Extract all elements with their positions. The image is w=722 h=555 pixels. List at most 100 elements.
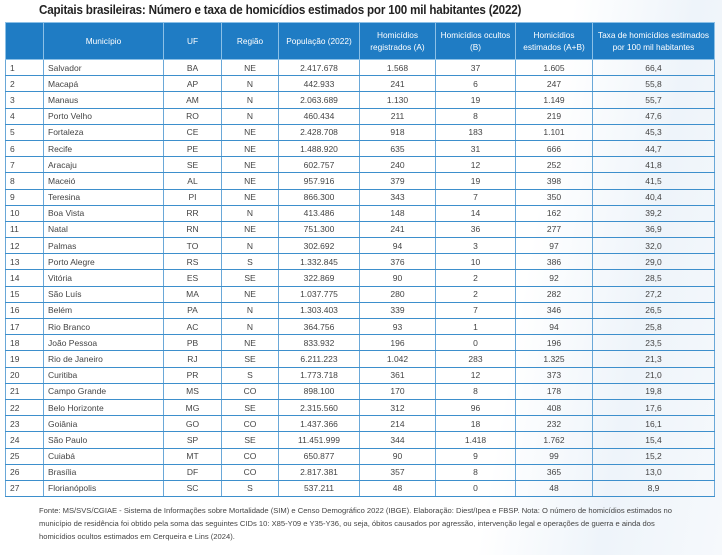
cell-homicidios-registrados: 376 <box>359 253 436 271</box>
cell-taxa: 40,4 <box>592 188 715 206</box>
cell-rank: 18 <box>5 334 44 352</box>
cell-rank: 6 <box>5 139 44 158</box>
table-row: 6 Recife PE NE 1.488.920 635 31 666 44,7 <box>5 139 715 158</box>
cell-homicidios-ocultos: 19 <box>435 91 516 109</box>
cell-uf: ES <box>163 269 222 287</box>
cell-populacao: 1.037.775 <box>278 285 360 303</box>
cell-municipio: Vitória <box>43 269 164 287</box>
cell-rank: 14 <box>5 269 44 287</box>
cell-regiao: N <box>221 107 279 125</box>
cell-taxa: 47,6 <box>592 107 715 125</box>
cell-homicidios-ocultos: 183 <box>435 123 516 141</box>
cell-taxa: 26,5 <box>592 301 715 320</box>
cell-rank: 13 <box>5 253 44 271</box>
cell-homicidios-estimados: 99 <box>515 447 593 465</box>
column-header-homicidios-registrados: Homicídios registrados (A) <box>359 22 436 60</box>
cell-regiao: NE <box>221 123 279 141</box>
cell-taxa: 15,2 <box>592 447 715 465</box>
cell-homicidios-registrados: 170 <box>359 382 436 400</box>
cell-municipio: Cuiabá <box>43 447 164 465</box>
cell-populacao: 460.434 <box>278 107 360 125</box>
table-row: 2 Macapá AP N 442.933 241 6 247 55,8 <box>5 75 715 93</box>
cell-rank: 23 <box>5 415 44 433</box>
cell-regiao: N <box>221 204 279 222</box>
cell-homicidios-estimados: 282 <box>515 285 593 303</box>
cell-regiao: N <box>221 237 279 255</box>
cell-uf: AC <box>163 317 222 336</box>
table-row: 20 Curitiba PR S 1.773.718 361 12 373 21,0 <box>5 366 715 384</box>
cell-homicidios-estimados: 1.762 <box>515 431 593 449</box>
cell-rank: 25 <box>5 447 44 465</box>
cell-homicidios-estimados: 196 <box>515 334 593 352</box>
cell-uf: RO <box>163 107 222 125</box>
table-row: 12 Palmas TO N 302.692 94 3 97 32,0 <box>5 237 715 255</box>
column-header-populacao: População (2022) <box>278 22 360 60</box>
table-row: 15 São Luís MA NE 1.037.775 280 2 282 27,2 <box>5 285 715 303</box>
cell-taxa: 55,8 <box>592 75 715 93</box>
column-header-uf: UF <box>163 22 222 60</box>
column-header-taxa: Taxa de homicídios estimados por 100 mil… <box>592 22 715 60</box>
cell-homicidios-ocultos: 2 <box>435 269 516 287</box>
cell-rank: 16 <box>5 301 44 320</box>
cell-populacao: 322.869 <box>278 269 360 287</box>
cell-homicidios-ocultos: 96 <box>435 398 516 417</box>
cell-municipio: Belém <box>43 301 164 320</box>
cell-taxa: 19,8 <box>592 382 715 400</box>
cell-homicidios-ocultos: 37 <box>435 58 516 77</box>
cell-homicidios-ocultos: 14 <box>435 204 516 222</box>
cell-homicidios-registrados: 312 <box>359 398 436 417</box>
table-row: 23 Goiânia GO CO 1.437.366 214 18 232 16,1 <box>5 415 715 433</box>
cell-homicidios-ocultos: 6 <box>435 75 516 93</box>
cell-municipio: Goiânia <box>43 415 164 433</box>
cell-regiao: N <box>221 91 279 109</box>
cell-homicidios-registrados: 339 <box>359 301 436 320</box>
table-row: 4 Porto Velho RO N 460.434 211 8 219 47,6 <box>5 107 715 125</box>
cell-homicidios-estimados: 1.101 <box>515 123 593 141</box>
cell-homicidios-registrados: 94 <box>359 237 436 255</box>
cell-municipio: Boa Vista <box>43 204 164 222</box>
cell-populacao: 898.100 <box>278 382 360 400</box>
cell-taxa: 44,7 <box>592 139 715 158</box>
cell-uf: BA <box>163 58 222 77</box>
cell-homicidios-registrados: 211 <box>359 107 436 125</box>
cell-populacao: 2.063.689 <box>278 91 360 109</box>
cell-municipio: Florianópolis <box>43 479 164 498</box>
cell-uf: CE <box>163 123 222 141</box>
cell-populacao: 6.211.223 <box>278 350 360 368</box>
table-row: 10 Boa Vista RR N 413.486 148 14 162 39,2 <box>5 204 715 222</box>
cell-homicidios-estimados: 1.325 <box>515 350 593 368</box>
cell-uf: PB <box>163 334 222 352</box>
cell-taxa: 17,6 <box>592 398 715 417</box>
cell-homicidios-estimados: 277 <box>515 220 593 239</box>
table-row: 14 Vitória ES SE 322.869 90 2 92 28,5 <box>5 269 715 287</box>
cell-populacao: 833.932 <box>278 334 360 352</box>
source-note: Fonte: MS/SVS/CGIAE - Sistema de Informa… <box>39 506 672 541</box>
cell-regiao: S <box>221 253 279 271</box>
cell-populacao: 650.877 <box>278 447 360 465</box>
cell-populacao: 751.300 <box>278 220 360 239</box>
cell-homicidios-ocultos: 7 <box>435 301 516 320</box>
cell-regiao: CO <box>221 415 279 433</box>
cell-homicidios-ocultos: 9 <box>435 447 516 465</box>
cell-homicidios-registrados: 196 <box>359 334 436 352</box>
cell-homicidios-ocultos: 31 <box>435 139 516 158</box>
cell-uf: SE <box>163 156 222 174</box>
cell-regiao: NE <box>221 334 279 352</box>
cell-populacao: 602.757 <box>278 156 360 174</box>
cell-municipio: Porto Velho <box>43 107 164 125</box>
cell-rank: 5 <box>5 123 44 141</box>
cell-homicidios-estimados: 373 <box>515 366 593 384</box>
column-header-municipio: Município <box>43 22 164 60</box>
cell-populacao: 1.332.845 <box>278 253 360 271</box>
cell-homicidios-registrados: 344 <box>359 431 436 449</box>
cell-municipio: Porto Alegre <box>43 253 164 271</box>
cell-regiao: S <box>221 366 279 384</box>
cell-taxa: 66,4 <box>592 58 715 77</box>
cell-populacao: 537.211 <box>278 479 360 498</box>
cell-homicidios-ocultos: 19 <box>435 172 516 190</box>
cell-regiao: SE <box>221 350 279 368</box>
cell-populacao: 2.428.708 <box>278 123 360 141</box>
cell-taxa: 36,9 <box>592 220 715 239</box>
cell-uf: MS <box>163 382 222 400</box>
cell-rank: 22 <box>5 398 44 417</box>
